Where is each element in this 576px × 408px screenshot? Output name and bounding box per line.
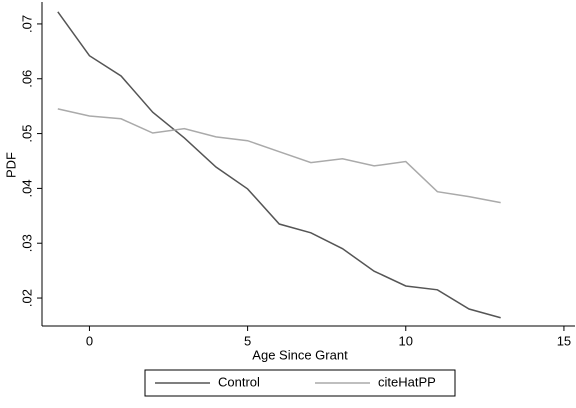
y-tick-label: .03 <box>19 234 34 252</box>
legend-label: Control <box>218 374 260 389</box>
line-series <box>57 11 501 319</box>
x-tick-label: 15 <box>557 333 571 348</box>
x-axis-label: Age Since Grant <box>252 347 348 362</box>
y-tick-label: .02 <box>19 289 34 307</box>
y-tick-label: .05 <box>19 125 34 143</box>
x-tick-label: 0 <box>86 333 93 348</box>
y-tick-label: .06 <box>19 70 34 88</box>
x-tick-label: 10 <box>399 333 413 348</box>
x-tick-label: 5 <box>244 333 251 348</box>
legend-label: citeHatPP <box>378 374 436 389</box>
y-tick-label: .04 <box>19 179 34 197</box>
line-series <box>57 108 501 204</box>
y-axis-label: PDF <box>3 152 18 178</box>
y-tick-label: .07 <box>19 15 34 33</box>
